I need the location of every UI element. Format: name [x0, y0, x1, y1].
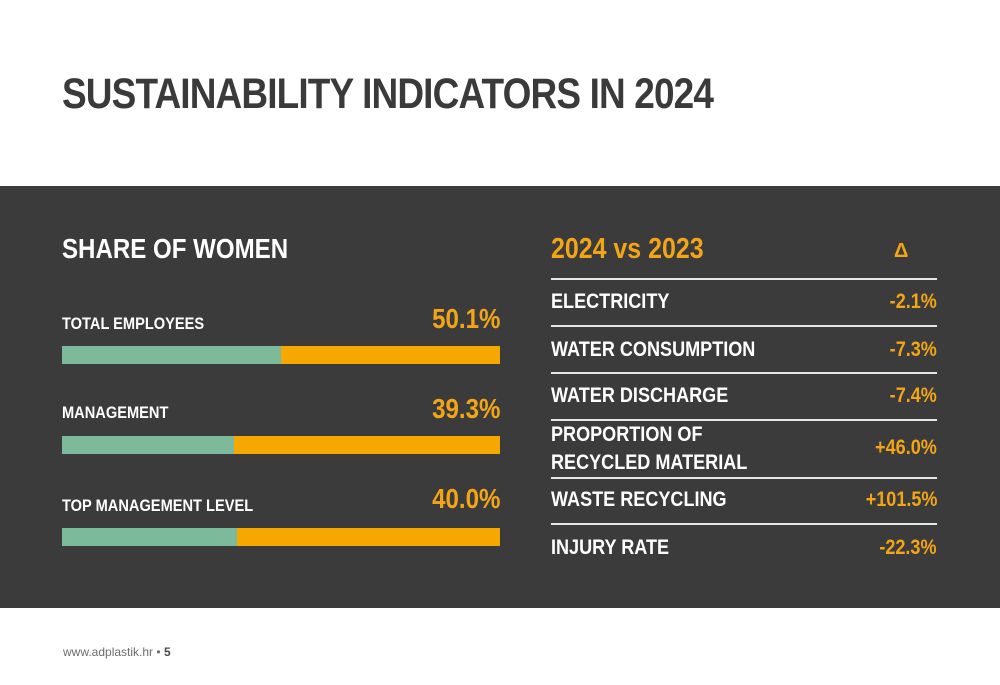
footer-separator: •	[156, 645, 161, 659]
women-row-value-top-management: 40.0%	[431, 483, 500, 514]
women-bar-top-management	[62, 528, 500, 546]
women-row-label-total-employees: TOTAL EMPLOYEES	[62, 314, 205, 333]
women-bar-fill-management	[62, 436, 235, 454]
indicator-label-electricity: ELECTRICITY	[551, 290, 670, 313]
women-bar-management	[62, 436, 500, 454]
indicator-value-electricity: -2.1%	[889, 290, 937, 313]
indicator-label-water-consumption: WATER CONSUMPTION	[551, 338, 756, 361]
page-footer: www.adplastik.hr • 5	[63, 645, 171, 659]
indicator-value-water-discharge: -7.4%	[889, 384, 937, 407]
women-row-value-total-employees: 50.1%	[431, 303, 500, 334]
table-divider	[551, 325, 937, 327]
indicator-value-water-consumption: -7.3%	[889, 338, 937, 361]
women-bar-fill-top-management	[62, 528, 238, 546]
indicator-label-injury-rate: INJURY RATE	[551, 536, 670, 559]
table-divider	[551, 372, 937, 374]
page-title: SUSTAINABILITY INDICATORS IN 2024	[62, 70, 714, 118]
share-of-women-heading: SHARE OF WOMEN	[62, 233, 289, 264]
table-divider	[551, 523, 937, 525]
indicators-panel: SHARE OF WOMEN TOTAL EMPLOYEES 50.1% MAN…	[0, 186, 1000, 608]
indicator-value-injury-rate: -22.3%	[879, 536, 937, 559]
women-row-value-management: 39.3%	[431, 393, 500, 424]
table-divider	[551, 477, 937, 479]
delta-symbol: Δ	[894, 240, 909, 262]
indicator-label-water-discharge: WATER DISCHARGE	[551, 384, 729, 407]
women-bar-fill-total-employees	[62, 346, 282, 364]
indicator-value-recycled-material: +46.0%	[875, 436, 937, 459]
indicator-label-recycled-material: PROPORTION OF RECYCLED MATERIAL	[551, 423, 748, 474]
comparison-heading: 2024 vs 2023	[551, 233, 704, 265]
women-bar-total-employees	[62, 346, 500, 364]
indicator-value-waste-recycling: +101.5%	[865, 488, 937, 511]
footer-url: www.adplastik.hr	[63, 645, 154, 659]
women-row-label-top-management: TOP MANAGEMENT LEVEL	[62, 496, 254, 515]
women-row-label-management: MANAGEMENT	[62, 403, 169, 422]
table-divider	[551, 278, 937, 280]
indicator-label-waste-recycling: WASTE RECYCLING	[551, 488, 727, 511]
page-number: 5	[163, 645, 171, 659]
table-divider	[551, 419, 937, 421]
